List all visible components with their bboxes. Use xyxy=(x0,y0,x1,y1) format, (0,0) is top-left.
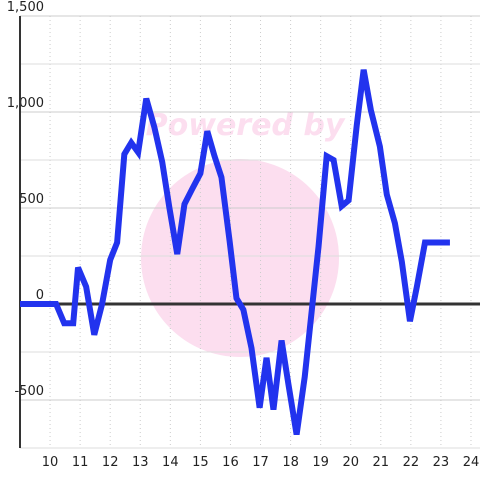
x-tick-label: 16 xyxy=(222,455,239,470)
y-tick-label: 0 xyxy=(36,288,44,303)
y-tick-label: 500 xyxy=(19,192,44,207)
x-tick-label: 14 xyxy=(162,455,179,470)
watermark-text: Powered by xyxy=(146,108,346,143)
x-tick-label: 20 xyxy=(342,455,359,470)
x-tick-label: 10 xyxy=(42,455,59,470)
x-tick-label: 23 xyxy=(433,455,450,470)
x-tick-label: 12 xyxy=(102,455,119,470)
x-tick-label: 22 xyxy=(403,455,420,470)
y-tick-label: 1,000 xyxy=(7,96,44,111)
x-tick-label: 15 xyxy=(192,455,209,470)
y-tick-label: -500 xyxy=(14,384,44,399)
y-tick-label: 1,500 xyxy=(7,0,44,15)
x-tick-label: 17 xyxy=(252,455,269,470)
x-tick-label: 24 xyxy=(463,455,480,470)
x-tick-label: 19 xyxy=(312,455,329,470)
x-tick-label: 11 xyxy=(72,455,89,470)
x-tick-label: 13 xyxy=(132,455,149,470)
x-tick-label: 18 xyxy=(282,455,299,470)
x-tick-label: 21 xyxy=(373,455,390,470)
data-line xyxy=(20,69,450,436)
